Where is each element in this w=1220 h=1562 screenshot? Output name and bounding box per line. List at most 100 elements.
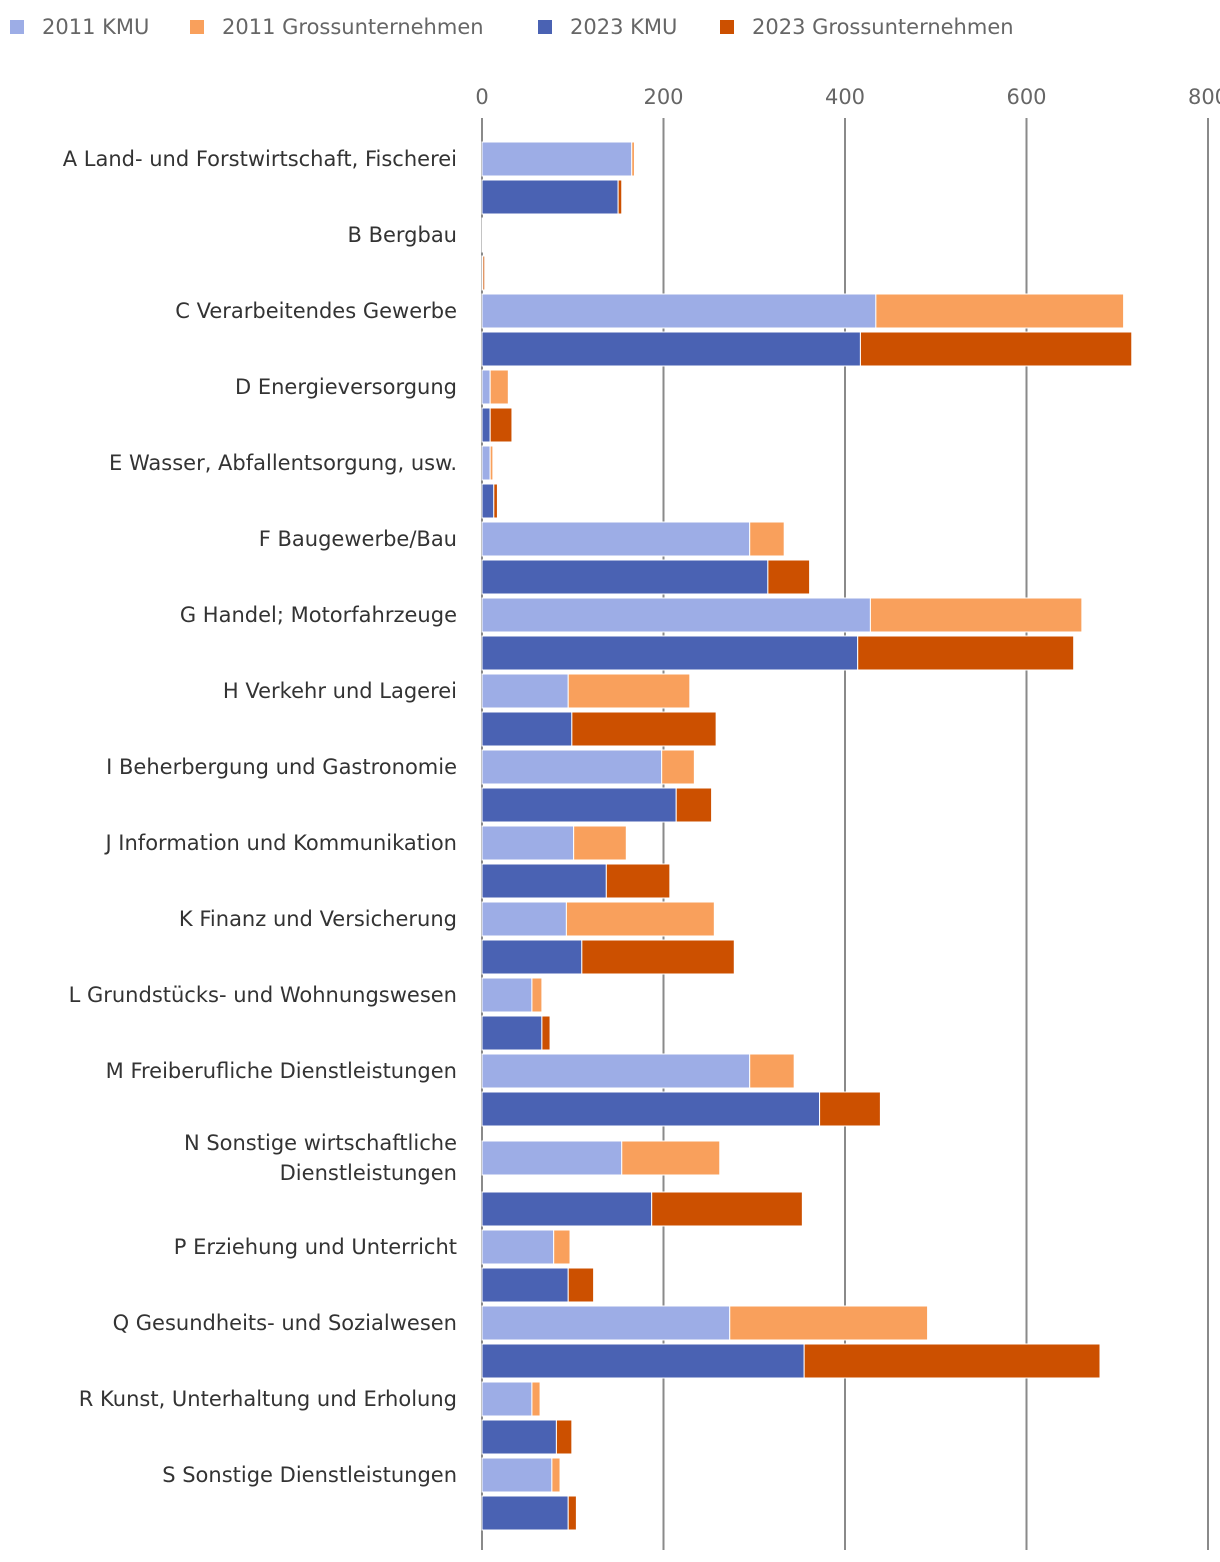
category-label: N Sonstige wirtschaftliche Dienstleistun… — [183, 1131, 457, 1185]
bar — [481, 635, 859, 671]
category-label: Q Gesundheits- und Sozialwesen — [112, 1311, 457, 1335]
bar — [481, 445, 491, 481]
bar — [571, 711, 717, 747]
category-label: S Sonstige Dienstleistungen — [162, 1463, 457, 1487]
legend-swatch — [720, 20, 734, 34]
bar — [875, 293, 1125, 329]
bar — [565, 901, 715, 937]
category-label: P Erziehung und Unterricht — [173, 1235, 457, 1259]
bar — [481, 1140, 623, 1176]
bar — [481, 597, 871, 633]
x-tick-label: 0 — [475, 85, 488, 109]
bar — [489, 407, 513, 443]
bar — [481, 1305, 731, 1341]
bar — [661, 749, 695, 785]
bar — [482, 217, 484, 253]
category-label: C Verarbeitendes Gewerbe — [175, 299, 457, 323]
bar — [567, 673, 691, 709]
category-label: R Kunst, Unterhaltung und Erholung — [78, 1387, 457, 1411]
category-label: G Handel; Motorfahrzeuge — [179, 603, 457, 627]
bar — [819, 1091, 881, 1127]
legend-label: 2023 Grossunternehmen — [752, 15, 1014, 39]
bar — [489, 369, 509, 405]
bar — [481, 369, 491, 405]
bar — [489, 445, 494, 481]
bar — [531, 977, 543, 1013]
bar — [621, 1140, 721, 1176]
category-label: A Land- und Forstwirtschaft, Fischerei — [62, 147, 457, 171]
x-tick-label: 600 — [1006, 85, 1046, 109]
legend-label: 2011 KMU — [42, 15, 149, 39]
bar — [551, 1457, 561, 1493]
bar — [869, 597, 1083, 633]
category-label: H Verkehr und Lagerei — [222, 679, 457, 703]
bar — [481, 483, 495, 519]
bar — [803, 1343, 1101, 1379]
bar — [749, 521, 785, 557]
bar — [481, 1191, 653, 1227]
category-label: M Freiberufliche Dienstleistungen — [105, 1059, 457, 1083]
bar — [481, 559, 769, 595]
bar — [481, 673, 569, 709]
bar — [481, 1267, 569, 1303]
bar — [481, 1343, 805, 1379]
bar — [481, 1053, 751, 1089]
bar — [481, 1381, 533, 1417]
legend-label: 2023 KMU — [570, 15, 677, 39]
category-label: D Energieversorgung — [234, 375, 457, 399]
bar — [481, 521, 751, 557]
bar — [581, 939, 735, 975]
category-label: F Baugewerbe/Bau — [258, 527, 457, 551]
bar — [481, 1457, 553, 1493]
bar — [481, 1229, 555, 1265]
bar — [481, 1495, 569, 1531]
bar — [531, 1381, 541, 1417]
bar — [481, 711, 573, 747]
bar — [749, 1053, 795, 1089]
x-tick-label: 400 — [825, 85, 865, 109]
bar — [573, 825, 627, 861]
bar — [481, 863, 607, 899]
bar — [567, 1495, 577, 1531]
category-label: I Beherbergung und Gastronomie — [106, 755, 457, 779]
bar — [481, 293, 877, 329]
bar — [605, 863, 671, 899]
bar — [651, 1191, 803, 1227]
category-label: L Grundstücks- und Wohnungswesen — [68, 983, 457, 1007]
bar — [481, 749, 663, 785]
bar — [481, 1419, 557, 1455]
bar — [481, 977, 533, 1013]
bar — [859, 331, 1133, 367]
bar — [481, 939, 583, 975]
bar — [553, 1229, 571, 1265]
category-label: K Finanz und Versicherung — [178, 907, 457, 931]
category-label: B Bergbau — [347, 223, 457, 247]
bar — [481, 141, 633, 177]
x-tick-label: 200 — [643, 85, 683, 109]
bar — [481, 787, 677, 823]
bar — [481, 1091, 821, 1127]
legend-swatch — [538, 20, 552, 34]
bar — [567, 1267, 595, 1303]
bar — [482, 255, 486, 291]
bar — [481, 407, 491, 443]
bar — [481, 825, 575, 861]
bar — [857, 635, 1075, 671]
x-tick-label: 800 — [1188, 85, 1220, 109]
legend-swatch — [190, 20, 204, 34]
bar — [541, 1015, 551, 1051]
bar — [767, 559, 811, 595]
legend-label: 2011 Grossunternehmen — [222, 15, 484, 39]
bar — [481, 179, 619, 215]
category-label: E Wasser, Abfallentsorgung, usw. — [109, 451, 457, 475]
bar — [631, 141, 635, 177]
bar — [555, 1419, 573, 1455]
legend-swatch — [10, 20, 24, 34]
bar — [493, 483, 498, 519]
bar — [481, 901, 567, 937]
bar — [729, 1305, 929, 1341]
bar — [481, 331, 861, 367]
bar — [481, 1015, 543, 1051]
